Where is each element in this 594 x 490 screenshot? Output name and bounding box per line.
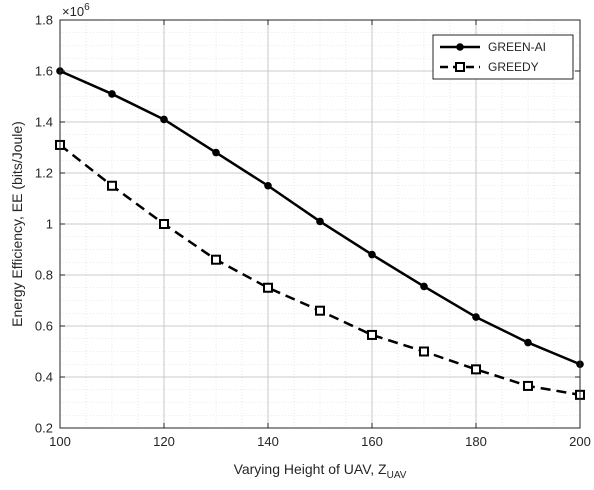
x-axis-label-subscript: UAV xyxy=(387,470,407,481)
ticks: 100 120 140 160 180 200 0.2 0.4 0.6 0.8 1 1.2 1.4 1.6… xyxy=(35,13,591,450)
data-point-green-ai xyxy=(368,250,376,259)
data-point-greedy xyxy=(263,282,273,293)
legend-label-green-ai: GREEN-AI xyxy=(488,40,546,54)
y-tick-label: 0.4 xyxy=(35,370,53,385)
x-tick-label: 160 xyxy=(361,434,383,449)
y-tick-label: 1.4 xyxy=(35,115,53,130)
legend-label-greedy: GREEDY xyxy=(488,60,539,74)
data-point-green-ai xyxy=(472,313,480,321)
y-multiplier-exponent: 6 xyxy=(84,2,90,13)
data-point-greedy xyxy=(211,254,221,265)
x-tick-label: 180 xyxy=(465,434,487,449)
data-point-green-ai xyxy=(212,148,220,157)
x-axis-label: Varying Height of UAV, ZUAV xyxy=(234,461,407,481)
y-tick-label: 0.8 xyxy=(35,268,53,283)
data-point-greedy xyxy=(419,346,429,357)
y-tick-label: 1 xyxy=(46,217,53,232)
y-axis-label: Energy Efficiency, EE (bits/Joule) xyxy=(9,121,25,327)
data-point-green-ai xyxy=(264,181,272,190)
data-point-green-ai xyxy=(420,282,428,291)
data-point-greedy xyxy=(159,219,169,229)
x-tick-label: 200 xyxy=(569,434,591,449)
legend-marker-greedy xyxy=(455,62,465,72)
x-tick-label: 120 xyxy=(153,434,175,449)
legend-marker-green-ai xyxy=(456,43,464,51)
y-tick-label: 1.8 xyxy=(35,13,53,28)
series-layer xyxy=(55,67,585,400)
y-multiplier-base: ×10 xyxy=(62,4,84,19)
data-point-greedy xyxy=(367,329,377,340)
data-point-green-ai xyxy=(108,90,116,98)
data-point-greedy xyxy=(315,305,325,316)
data-point-green-ai xyxy=(160,115,168,124)
y-tick-label: 0.2 xyxy=(35,421,53,436)
legend: GREEN-AI GREEDY xyxy=(432,34,574,80)
y-tick-label: 1.2 xyxy=(35,166,53,181)
y-tick-label: 0.6 xyxy=(35,319,53,334)
data-point-green-ai xyxy=(316,217,324,226)
data-point-greedy xyxy=(523,380,533,391)
y-tick-label: 1.6 xyxy=(35,64,53,79)
x-tick-label: 100 xyxy=(49,434,71,449)
data-point-green-ai xyxy=(524,338,532,347)
data-point-greedy xyxy=(107,180,117,191)
x-axis-label-main: Varying Height of UAV, Z xyxy=(234,461,387,477)
x-tick-label: 140 xyxy=(257,434,279,449)
data-point-greedy xyxy=(471,364,481,375)
y-multiplier: ×106 xyxy=(62,2,90,19)
